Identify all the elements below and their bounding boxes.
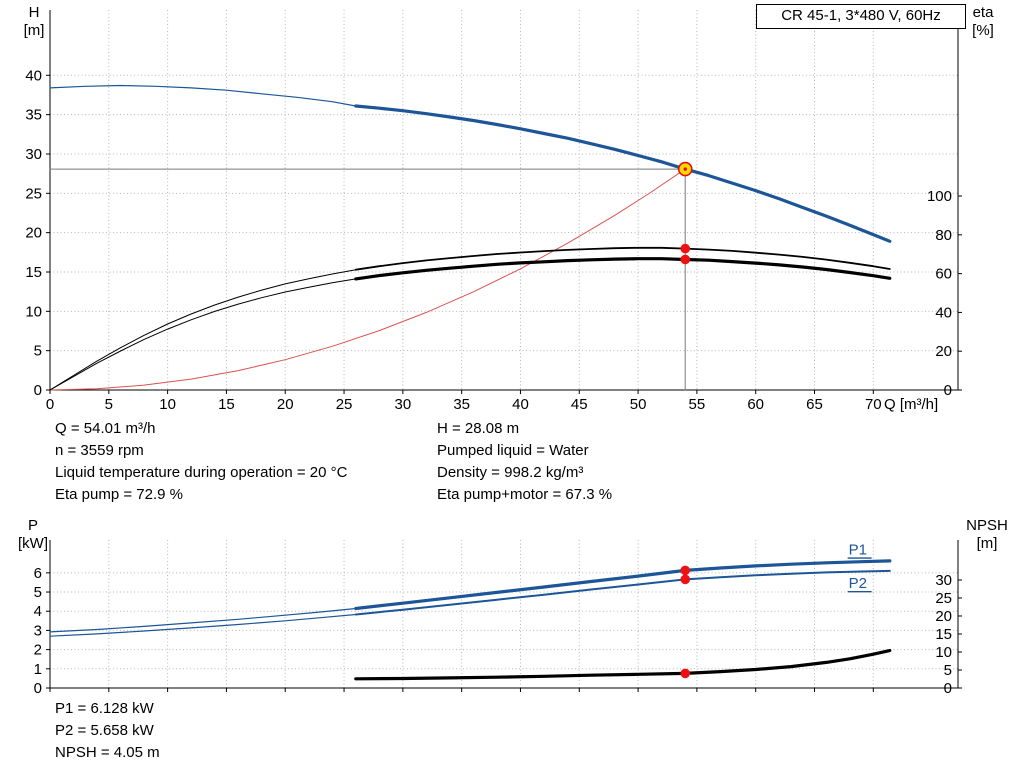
y-left-tick-label: 25 (25, 185, 42, 202)
y-right-tick-label: 40 (935, 304, 952, 321)
p2-curve (354, 569, 891, 616)
x-tick-label: 65 (806, 396, 823, 413)
y-left-tick-label: 1 (34, 661, 42, 678)
x-tick-label: 30 (395, 396, 412, 413)
x-tick-label: 40 (512, 396, 529, 413)
y-right-tick-label: 5 (944, 662, 952, 679)
x-tick-label: 70 (865, 396, 882, 413)
operating-point-dot (680, 254, 691, 265)
y-left-tick-label: 2 (34, 642, 42, 659)
system-curve (49, 168, 686, 391)
eta-axis-header: eta [%] (960, 4, 1006, 40)
eta-pump-motor-curve-low (49, 278, 357, 391)
x-tick-label: 5 (105, 396, 113, 413)
p2-curve-low (49, 613, 357, 637)
p-axis-symbol: P (27, 517, 38, 534)
head-curve (354, 104, 892, 243)
h-axis-header: H [m] (14, 4, 54, 40)
eta-axis-symbol: eta (972, 4, 994, 21)
npsh-curve (354, 648, 892, 681)
operating-point-dot (680, 574, 691, 585)
x-tick-label: 60 (747, 396, 764, 413)
y-left-tick-label: 4 (34, 603, 42, 620)
x-tick-label: 20 (277, 396, 294, 413)
series-label-p2: P2 (849, 575, 867, 592)
y-left-tick-label: 20 (25, 225, 42, 242)
info-p1: P1 = 6.128 kW (55, 700, 154, 717)
info-speed: n = 3559 rpm (55, 442, 144, 459)
eta-pump-motor-curve (354, 257, 892, 281)
y-left-tick-label: 30 (25, 146, 42, 163)
y-left-tick-label: 3 (34, 622, 42, 639)
info-eta-pump-motor: Eta pump+motor = 67.3 % (437, 486, 613, 503)
duty-info-left: Q = 54.01 m³/h n = 3559 rpm Liquid tempe… (55, 418, 347, 506)
info-density: Density = 998.2 kg/m³ (437, 464, 584, 481)
y-left-tick-label: 0 (34, 680, 42, 697)
info-pumped-liquid: Pumped liquid = Water (437, 442, 589, 459)
curve-title-box: CR 45-1, 3*480 V, 60Hz (756, 4, 966, 29)
series-label-p1: P1 (849, 542, 867, 559)
p1-curve (354, 559, 892, 611)
y-right-tick-label: 15 (935, 626, 952, 643)
y-left-tick-label: 10 (25, 303, 42, 320)
operating-point-dot (680, 565, 691, 576)
info-head: H = 28.08 m (437, 420, 520, 437)
duty-info-right: H = 28.08 m Pumped liquid = Water Densit… (437, 418, 612, 506)
info-p2: P2 = 5.658 kW (55, 722, 154, 739)
y-left-tick-label: 15 (25, 264, 42, 281)
x-axis-title: Q [m³/h] (884, 396, 938, 413)
x-tick-label: 0 (46, 396, 54, 413)
y-left-tick-label: 6 (34, 565, 42, 582)
info-liquid-temperature: Liquid temperature during operation = 20… (55, 464, 348, 481)
x-tick-label: 50 (630, 396, 647, 413)
operating-point-dot (680, 243, 691, 254)
y-right-tick-label: 0 (944, 382, 952, 399)
p1-curve-low (49, 607, 357, 633)
y-right-tick-label: 20 (935, 608, 952, 625)
info-flow: Q = 54.01 m³/h (55, 420, 156, 437)
y-right-tick-label: 80 (935, 227, 952, 244)
x-tick-label: 25 (336, 396, 353, 413)
x-tick-label: 55 (689, 396, 706, 413)
operating-point-dot (680, 668, 691, 679)
x-tick-label: 15 (218, 396, 235, 413)
eta-pump-curve-low (49, 269, 357, 391)
y-right-tick-label: 100 (927, 188, 952, 205)
y-left-tick-label: 40 (25, 67, 42, 84)
x-tick-label: 10 (159, 396, 176, 413)
y-right-tick-label: 20 (935, 343, 952, 360)
y-left-tick-label: 5 (34, 584, 42, 601)
y-right-tick-label: 60 (935, 266, 952, 283)
power-info: P1 = 6.128 kW P2 = 5.658 kW NPSH = 4.05 … (55, 698, 160, 764)
p-axis-unit: [kW] (18, 535, 48, 552)
y-left-tick-label: 35 (25, 107, 42, 124)
npsh-axis-unit: [m] (976, 535, 998, 552)
npsh-axis-symbol: NPSH (966, 517, 1008, 534)
p-axis-header: P [kW] (12, 517, 54, 553)
y-right-tick-label: 25 (935, 590, 952, 607)
eta-axis-unit: [%] (972, 22, 994, 39)
npsh-axis-header: NPSH [m] (958, 517, 1016, 553)
info-npsh: NPSH = 4.05 m (55, 744, 160, 761)
duty-point-center (683, 167, 687, 171)
y-right-tick-label: 30 (935, 572, 952, 589)
h-axis-symbol: H (28, 4, 40, 21)
eta-pump-curve (354, 246, 891, 271)
h-axis-unit: [m] (23, 22, 45, 39)
info-eta-pump: Eta pump = 72.9 % (55, 486, 183, 503)
x-tick-label: 45 (571, 396, 588, 413)
y-right-tick-label: 10 (935, 644, 952, 661)
y-left-tick-label: 0 (34, 382, 42, 399)
y-left-tick-label: 5 (34, 343, 42, 360)
x-tick-label: 35 (453, 396, 470, 413)
y-right-tick-label: 0 (944, 680, 952, 697)
head-curve-low (49, 84, 357, 107)
